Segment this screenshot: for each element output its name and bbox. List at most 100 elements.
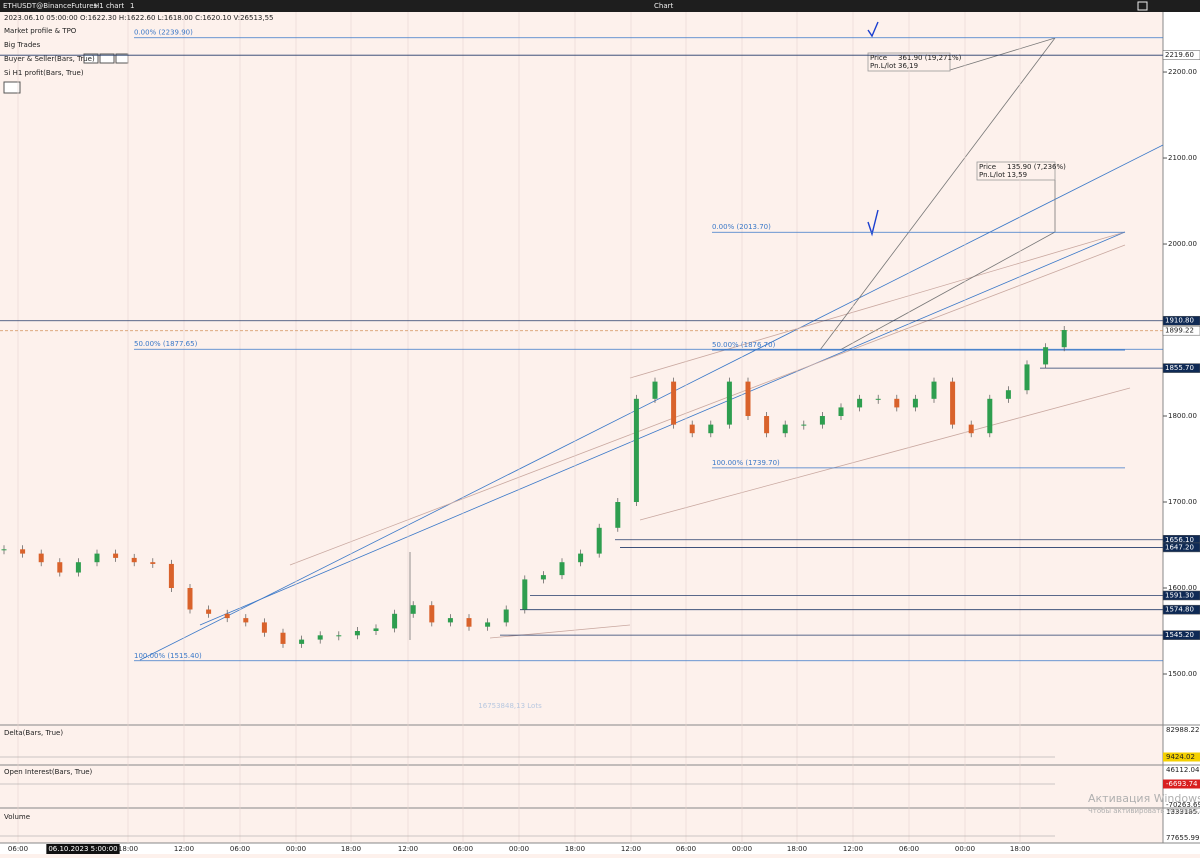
trendline (629, 231, 1126, 379)
candle-body (1, 549, 7, 551)
price-label: 1574.80 (1165, 606, 1194, 614)
x-tick-label: 00:00 (955, 845, 975, 853)
candle-body (20, 549, 26, 554)
indicator-label: Si H1 profit(Bars, True) (4, 69, 84, 77)
candle-body (75, 562, 81, 573)
x-tick-label: 18:00 (787, 845, 807, 853)
cursor-label-bg (46, 844, 120, 854)
fib-label: 50.00% (1876.70) (712, 341, 776, 349)
measure-text: 13,59 (1007, 171, 1027, 179)
candle-body (596, 527, 602, 554)
candle-body (931, 381, 937, 399)
x-tick-label: 00:00 (732, 845, 752, 853)
panel-label: 9424.02 (1166, 753, 1195, 761)
candle-body (280, 632, 286, 644)
x-tick-label: 18:00 (565, 845, 585, 853)
candle-body (206, 609, 212, 614)
drawings (139, 21, 1164, 661)
trendline (289, 244, 1126, 566)
count[interactable]: 1 (130, 2, 134, 10)
candle-body (317, 635, 323, 640)
price-label: 1855.70 (1165, 364, 1194, 372)
candle-body (243, 618, 249, 623)
candle-body (745, 381, 751, 417)
x-tick-label: 06:00 (8, 845, 28, 853)
price-label-bg (1162, 630, 1200, 640)
y-tick-label: 2200.00 (1168, 68, 1197, 76)
candle-body (354, 631, 360, 636)
candle-body (1043, 347, 1049, 365)
candle-body (410, 605, 416, 614)
candle-body (1061, 330, 1067, 348)
measure-text: 361.90 (19,271%) (898, 54, 962, 62)
trendline (139, 144, 1164, 661)
panel-label-bg (1163, 779, 1200, 789)
candle-body (150, 562, 156, 564)
panel-label-bg (1163, 752, 1200, 762)
timeframe[interactable]: H1 chart (94, 2, 124, 10)
x-tick-label: 12:00 (398, 845, 418, 853)
x-tick-label: 06:00 (899, 845, 919, 853)
candle-body (466, 618, 472, 627)
check-mark (867, 209, 879, 237)
panel-title: Volume (4, 813, 30, 821)
indicator-buttons (3, 53, 129, 94)
os-watermark: Чтобы активировать Windows... (1088, 807, 1200, 815)
candle-body (299, 639, 305, 644)
candle-body (38, 553, 44, 563)
x-tick-label: 18:00 (341, 845, 361, 853)
candle-body (373, 628, 379, 632)
check-mark (867, 21, 879, 38)
candle-body (261, 622, 267, 633)
y-tick-label: 1800.00 (1168, 412, 1197, 420)
y-tick-label: 1500.00 (1168, 670, 1197, 678)
title-bar (0, 0, 1200, 12)
measure-text: Price (979, 163, 996, 171)
lots-watermark: 16753848,13 Lots (478, 702, 542, 710)
candle-body (503, 609, 509, 623)
button[interactable] (83, 53, 99, 64)
button[interactable] (99, 53, 115, 64)
panel-label: 46112.04 (1166, 766, 1200, 774)
panel-label: -6693.74 (1166, 780, 1198, 788)
price-label: 1545.20 (1165, 631, 1194, 639)
candle-body (57, 562, 63, 573)
candle-body (1005, 390, 1011, 399)
candle-body (950, 381, 956, 425)
y-tick-label: 2100.00 (1168, 154, 1197, 162)
x-tick-label: 12:00 (621, 845, 641, 853)
candle-body (875, 398, 881, 400)
indicator-label: Market profile & TPO (4, 27, 77, 35)
price-label-bg (1162, 325, 1200, 336)
maximize[interactable] (1137, 1, 1148, 11)
panel-label: 1333185.6 (1166, 808, 1200, 816)
x-tick-label: 06.10.2023 5:00:00 (48, 845, 117, 853)
info-line: 2023.06.10 05:00:00 O:1622.30 H:1622.60 … (4, 14, 274, 22)
x-tick-label: 12:00 (174, 845, 194, 853)
candle-body (168, 563, 174, 589)
candle-body (894, 398, 900, 408)
price-label: 1899.22 (1165, 327, 1194, 335)
price-label-bg (1162, 50, 1200, 60)
candle-body (485, 622, 491, 627)
fib-label: 0.00% (2013.70) (712, 223, 771, 231)
measure-text: Pn.L/lot (979, 171, 1005, 179)
panel-label: 77655.99 (1166, 834, 1199, 842)
fib-label: 100.00% (1739.70) (712, 459, 780, 467)
candle-body (652, 381, 658, 399)
candle-body (671, 381, 677, 425)
collapse-button[interactable] (3, 81, 21, 94)
candle-body (522, 579, 528, 610)
x-tick-label: 06:00 (676, 845, 696, 853)
candle-body (615, 502, 621, 528)
price-label: 1647.20 (1165, 543, 1194, 551)
candle-body (578, 553, 584, 563)
fib-label: 100.00% (1515.40) (134, 652, 202, 660)
measure-text: 135.90 (7,236%) (1007, 163, 1066, 171)
candle-body (838, 407, 844, 417)
price-label-bg (1162, 604, 1200, 615)
candle-body (429, 605, 435, 623)
symbol[interactable]: ETHUSDT@BinanceFutures (3, 2, 98, 10)
candle-body (540, 575, 546, 580)
